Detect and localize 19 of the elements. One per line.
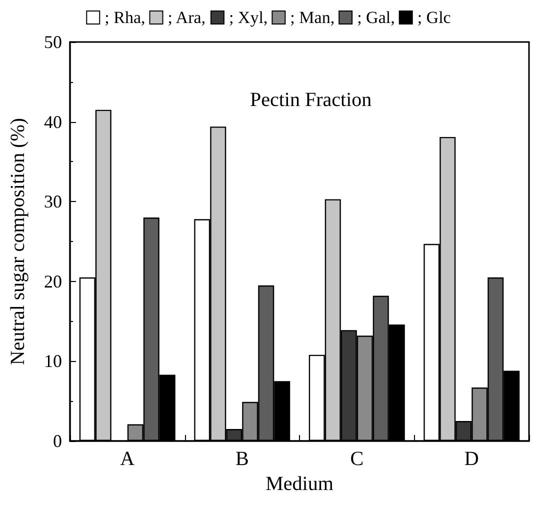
x-tick-label: C (350, 448, 364, 470)
y-axis-title: Neutral sugar composition (%) (7, 118, 29, 366)
legend-label: ; Ara, (168, 8, 206, 27)
y-tick-label: 20 (44, 271, 62, 292)
y-tick-label: 30 (44, 192, 62, 212)
x-tick-label: D (464, 448, 479, 470)
legend-label: ; Man, (290, 8, 335, 27)
x-tick-label: B (235, 448, 249, 470)
legend-label: ; Glc (417, 8, 452, 27)
x-axis-title: Medium (266, 472, 334, 495)
y-tick-label: 40 (44, 112, 62, 132)
y-tick-label: 0 (53, 431, 62, 451)
y-tick-label: 50 (44, 32, 62, 52)
text: Pectin Fraction (250, 89, 372, 111)
x-tick-label: A (120, 448, 136, 470)
y-tick-label: 10 (44, 351, 62, 372)
legend-label: ; Rha, (104, 8, 146, 27)
legend-label: ; Xyl, (228, 8, 268, 27)
legend-label: ; Gal, (357, 8, 395, 27)
